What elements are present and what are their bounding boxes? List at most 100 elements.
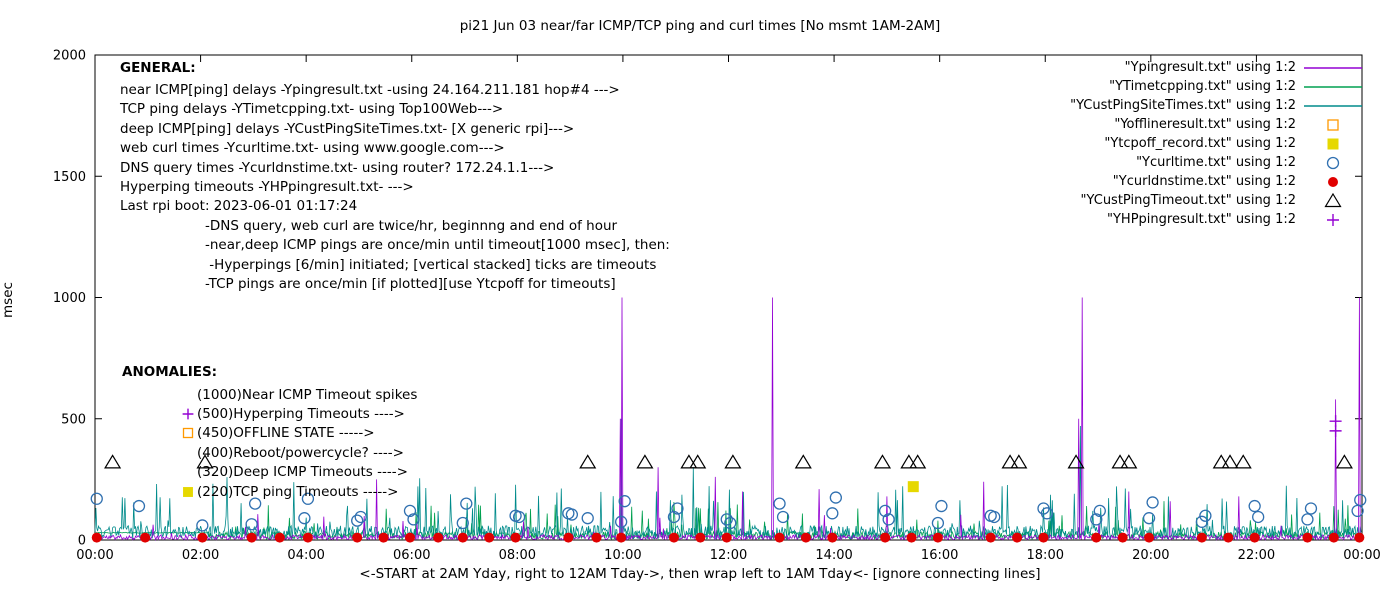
y-tick-label: 1000	[53, 291, 86, 306]
curl-point-icon	[1326, 156, 1340, 169]
curl-point-icon	[298, 512, 311, 525]
curl-point-icon	[1304, 502, 1318, 515]
curl-point-icon	[512, 510, 526, 524]
timeout-triangle-icon	[1234, 454, 1252, 469]
legend-item: "YHPpingresult.txt" using 1:2	[1070, 210, 1364, 229]
curl-point-icon	[351, 514, 364, 527]
dns-point-icon	[433, 532, 444, 543]
legend-symbol-plus	[1302, 212, 1364, 228]
general-heading: GENERAL:	[120, 60, 196, 76]
legend-symbol-open-square	[1302, 117, 1364, 133]
anomalies-notes: ANOMALIES: (1000)Near ICMP Timeout spike…	[122, 364, 417, 501]
anomaly-text: (500)Hyperping Timeouts ---->	[197, 406, 405, 423]
curl-point-icon	[826, 507, 839, 520]
tcpoff-square-icon	[183, 486, 193, 497]
dns-point-icon	[1354, 532, 1365, 543]
legend-label: "YHPpingresult.txt" using 1:2	[1107, 212, 1296, 227]
marker-spacer	[180, 387, 197, 403]
curl-point-icon	[1351, 504, 1364, 518]
dns-point-icon	[1117, 532, 1128, 543]
tcpoff-square-icon	[1327, 138, 1339, 149]
dns-point-icon	[591, 532, 602, 543]
legend-label: "YTimetcpping.txt" using 1:2	[1109, 79, 1296, 94]
anomaly-text: (1000)Near ICMP Timeout spikes	[197, 386, 418, 403]
dns-point-icon	[1302, 532, 1313, 543]
x-tick-label: 16:00	[921, 548, 958, 563]
curl-point-icon	[1252, 510, 1265, 524]
legend-label: "Ycurldnstime.txt" using 1:2	[1112, 174, 1296, 189]
timeout-triangle-icon	[1212, 454, 1230, 469]
curl-point-icon	[667, 510, 681, 524]
timeout-triangle-icon	[636, 454, 654, 469]
y-tick-label: 1500	[53, 170, 86, 185]
dns-point-icon	[484, 532, 495, 543]
timeout-triangle-icon	[909, 454, 927, 469]
x-tick-label: 20:00	[1132, 548, 1169, 563]
curl-point-icon	[829, 491, 842, 504]
timeout-triangle-icon	[1324, 192, 1342, 207]
timeout-triangle-icon	[1010, 454, 1028, 469]
curl-point-icon	[301, 492, 315, 505]
curl-point-icon	[403, 504, 417, 518]
anomaly-text: (320)Deep ICMP Timeouts ---->	[197, 464, 408, 481]
anomaly-line: (220)TCP ping Timeouts ----->	[180, 482, 417, 501]
timeout-triangle-icon	[724, 454, 742, 469]
dns-point-icon	[563, 532, 574, 543]
y-tick-label: 2000	[53, 49, 86, 64]
legend-symbol-line	[1302, 98, 1364, 114]
legend-symbol-filled-square	[1302, 136, 1364, 152]
curl-point-icon	[935, 499, 948, 513]
curl-point-icon	[196, 519, 209, 532]
general-notes: GENERAL: near ICMP[ping] delays -Ypingre…	[120, 60, 670, 294]
general-line: -TCP pings are once/min [if plotted][use…	[205, 276, 616, 293]
curl-point-icon	[1354, 493, 1367, 507]
timeout-triangle-icon	[794, 454, 812, 469]
dns-point-icon	[774, 532, 785, 543]
legend-symbol-open-triangle	[1302, 192, 1364, 209]
legend-label: "Ypingresult.txt" using 1:2	[1124, 60, 1296, 75]
dns-point-icon	[800, 532, 811, 543]
timeout-triangle-icon	[900, 454, 918, 469]
curl-point-icon	[1040, 507, 1054, 520]
general-lines: near ICMP[ping] delays -Ypingresult.txt …	[120, 81, 670, 294]
general-line: Hyperping timeouts -YHPpingresult.txt- -…	[120, 179, 414, 196]
chart-title: pi21 Jun 03 near/far ICMP/TCP ping and c…	[459, 18, 941, 34]
legend-symbol-line	[1302, 79, 1364, 95]
curl-point-icon	[615, 515, 628, 528]
curl-point-icon	[460, 497, 473, 510]
anomaly-line: (1000)Near ICMP Timeout spikes	[180, 385, 417, 404]
x-tick-label: 04:00	[287, 548, 324, 563]
anomaly-line: (500)Hyperping Timeouts ---->	[180, 404, 417, 423]
timeout-triangle-icon	[1111, 454, 1129, 469]
timeout-triangle-icon	[1067, 454, 1085, 469]
legend-label: "YCustPingSiteTimes.txt" using 1:2	[1070, 98, 1296, 113]
curl-point-icon	[1142, 512, 1156, 525]
x-tick-label: 22:00	[1238, 548, 1275, 563]
timeout-triangle-icon	[579, 454, 597, 469]
anomaly-line: (320)Deep ICMP Timeouts ---->	[180, 463, 417, 482]
dns-point-icon	[1328, 532, 1339, 543]
general-line: -DNS query, web curl are twice/hr, begin…	[205, 217, 618, 234]
general-line: -near,deep ICMP pings are once/min until…	[205, 237, 670, 254]
curl-point-icon	[1301, 513, 1314, 526]
curl-point-icon	[618, 495, 631, 508]
curl-point-icon	[882, 513, 895, 526]
anomaly-line: (400)Reboot/powercycle? ---->	[180, 443, 417, 462]
anomaly-text: (400)Reboot/powercycle? ---->	[197, 444, 404, 461]
dns-point-icon	[932, 532, 943, 543]
dns-point-icon	[721, 532, 732, 543]
curl-point-icon	[988, 510, 1001, 524]
legend-label: "YCustPingTimeout.txt" using 1:2	[1080, 193, 1296, 208]
general-line: -Hyperpings [6/min] initiated; [vertical…	[205, 256, 657, 273]
dns-point-icon	[1223, 532, 1234, 543]
marker-spacer	[180, 464, 197, 480]
curl-point-icon	[354, 510, 367, 524]
timeout-triangle-icon	[196, 454, 214, 469]
dns-point-icon	[404, 532, 415, 543]
dns-point-icon	[302, 532, 313, 543]
x-tick-label: 12:00	[710, 548, 747, 563]
curl-point-icon	[724, 516, 737, 530]
curl-point-icon	[90, 492, 103, 505]
timeout-triangle-icon	[1001, 454, 1019, 469]
